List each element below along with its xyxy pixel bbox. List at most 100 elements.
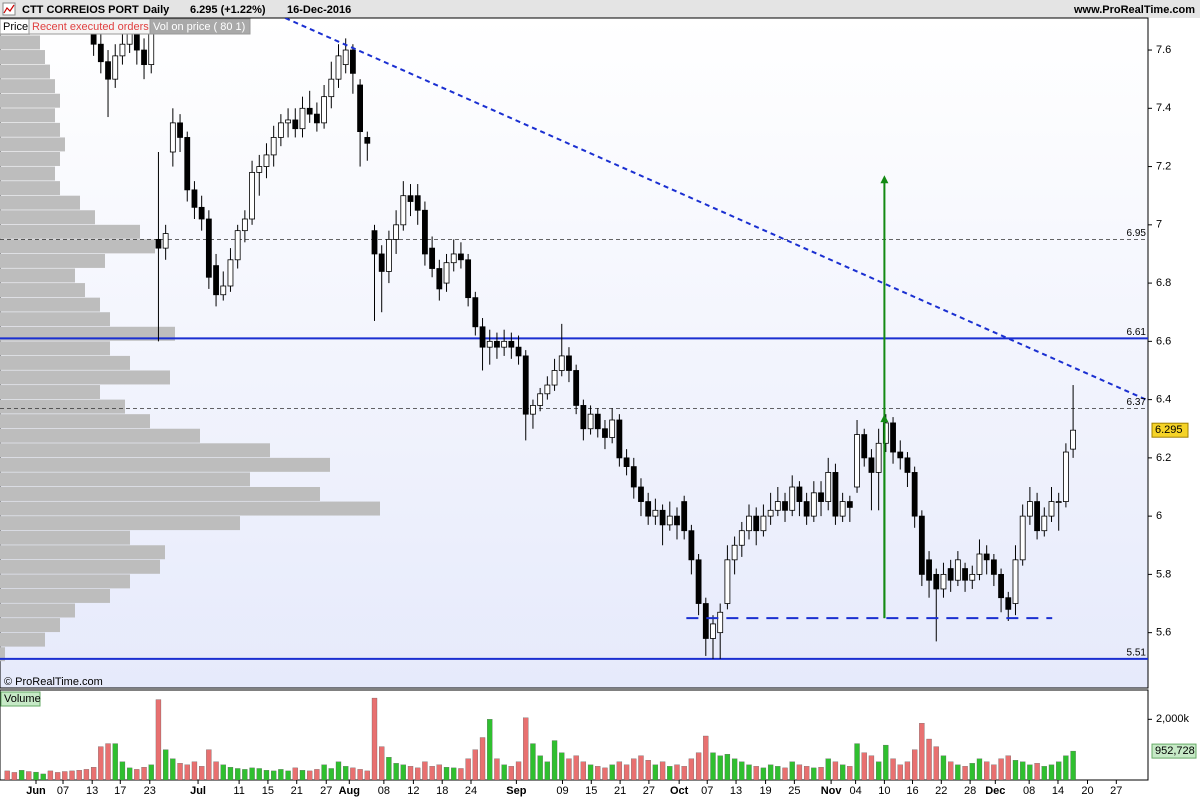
candle-body: [422, 209, 428, 255]
candle-body: [652, 509, 659, 517]
volume-bar: [134, 769, 140, 780]
candle-body: [119, 43, 126, 57]
volume-bar: [962, 766, 968, 780]
price-pane: [0, 17, 1149, 689]
candle-body: [537, 393, 544, 406]
candle-body: [429, 247, 436, 269]
y-tick-label: 6.8: [1156, 277, 1171, 289]
x-tick-label: 21: [614, 785, 626, 797]
candle-body: [386, 238, 392, 272]
volume-bar: [688, 758, 695, 780]
volume-bar: [695, 752, 702, 780]
volume-profile-bar: [0, 297, 100, 312]
copyright: © ProRealTime.com: [4, 676, 103, 688]
volume-bar: [530, 743, 536, 780]
candle-body: [832, 472, 839, 517]
candle-body: [573, 370, 580, 406]
volume-bar: [451, 767, 457, 780]
volume-bar: [904, 761, 911, 780]
candle-body: [141, 49, 147, 66]
candle-body: [638, 486, 644, 502]
candle-body: [839, 501, 846, 517]
volume-bar: [242, 769, 248, 780]
volume-profile-bar: [0, 35, 40, 50]
volume-bar: [83, 769, 90, 780]
volume-bar: [112, 743, 118, 780]
candle-body: [414, 195, 421, 211]
candle-body: [782, 501, 788, 511]
candle-body: [357, 84, 364, 133]
volume-bar: [602, 767, 608, 780]
volume-bar: [105, 743, 111, 780]
volume-bar: [177, 763, 183, 780]
volume-profile-bar: [0, 588, 110, 603]
y-tick-label: 6: [1156, 510, 1162, 522]
tab-label[interactable]: Vol on price ( 80 1): [153, 21, 245, 33]
volume-bar: [1070, 750, 1076, 780]
candle-body: [270, 137, 277, 156]
app-icon: [2, 2, 16, 16]
volume-profile-bar: [0, 632, 45, 647]
volume-bar: [76, 770, 82, 780]
volume-bar: [422, 761, 428, 780]
volume-profile-bar: [0, 603, 75, 618]
site-link[interactable]: www.ProRealTime.com: [1073, 4, 1195, 16]
volume-bar: [1034, 763, 1040, 780]
candle-body: [155, 238, 162, 249]
volume-bar: [551, 740, 558, 780]
candle-body: [501, 340, 508, 348]
volume-bar: [976, 758, 983, 780]
candle-body: [760, 515, 767, 532]
x-tick-label: 12: [407, 785, 419, 797]
candle-body: [767, 509, 774, 517]
tab-label[interactable]: Recent executed orders: [32, 21, 149, 33]
candle-body: [602, 428, 608, 438]
volume-bar: [566, 758, 572, 780]
candle-body: [458, 253, 464, 261]
candle-body: [364, 137, 371, 144]
volume-profile-bar: [0, 181, 60, 196]
volume-bar: [667, 766, 673, 780]
volume-bar: [674, 764, 680, 780]
volume-profile-bar: [0, 516, 240, 531]
volume-bar: [314, 769, 320, 780]
price-axis: 5.6 5.8 6 6.2 6.4 6.6 6.8 7 7.2 7.4 7.6 6.95 6.61 6.3…: [1127, 44, 1189, 659]
candle-body: [306, 107, 313, 115]
level-label: 6.61: [1127, 327, 1147, 338]
candle-body: [890, 422, 896, 453]
candle-body: [731, 544, 738, 561]
candle-body: [227, 259, 234, 287]
tab-label[interactable]: Price: [3, 21, 28, 33]
volume-bar: [984, 761, 990, 780]
volume-bar: [119, 761, 126, 780]
volume-bar: [148, 764, 154, 780]
x-tick-label: 23: [144, 785, 156, 797]
candle-body: [1070, 429, 1076, 450]
volume-bar: [429, 766, 435, 780]
volume-profile-bar: [0, 195, 80, 210]
volume-bar: [40, 773, 46, 780]
volume-bar: [307, 770, 313, 780]
tab[interactable]: [149, 18, 251, 35]
volume-profile-bar: [0, 355, 130, 370]
volume-bar: [544, 761, 551, 780]
candle-body: [983, 553, 990, 561]
candle-body: [882, 422, 889, 444]
volume-bar: [710, 752, 716, 780]
volume-profile-bar: [0, 50, 45, 65]
volume-bar: [350, 767, 356, 780]
volume-bar: [191, 761, 198, 780]
volume-bar: [278, 769, 284, 780]
candle-body: [796, 486, 803, 502]
candle-body: [674, 515, 680, 526]
x-tick-label: 21: [291, 785, 303, 797]
candle-body: [774, 501, 781, 511]
volume-bar: [227, 767, 234, 780]
x-tick-label: 19: [759, 785, 771, 797]
volume-bar: [760, 767, 767, 780]
volume-bar: [1063, 755, 1069, 780]
volume-title: Volume: [4, 693, 41, 705]
candle-body: [378, 253, 385, 272]
candle-body: [1019, 515, 1026, 561]
volume-bar: [364, 770, 370, 780]
